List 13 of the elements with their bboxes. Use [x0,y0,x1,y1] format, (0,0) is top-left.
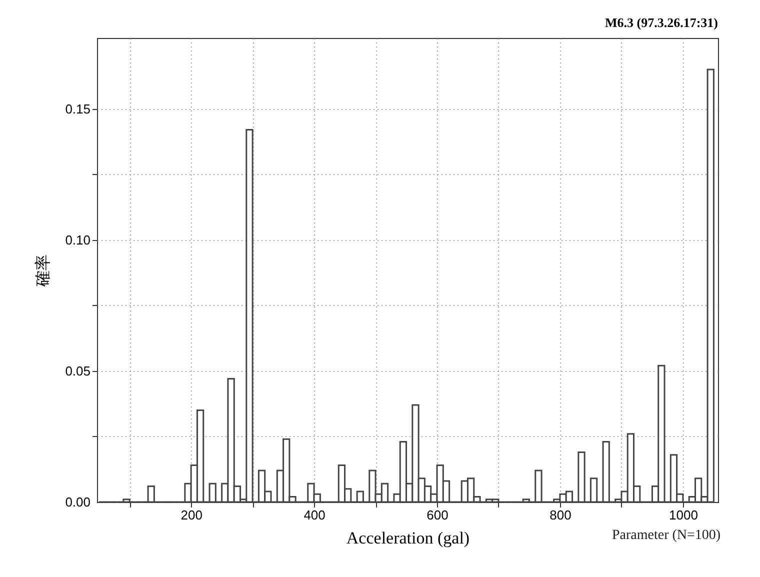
y-tick-label: 0.15 [65,101,90,116]
x-tick-label: 1000 [668,508,698,522]
x-tick-label: 800 [550,508,572,522]
x-tick-label: 600 [426,508,448,522]
x-axis-title: Acceleration (gal) [346,528,470,548]
y-tick-label: 0.05 [65,363,90,378]
y-tick-label: 0.00 [65,494,90,510]
x-tick-label: 200 [180,508,202,522]
y-axis-title: 確率 [33,254,52,288]
x-tick-label: 400 [304,508,326,522]
text: Parameter (N=100) [612,528,721,543]
y-tick-label: 0.10 [65,232,90,248]
chart-title: M6.3 (97.3.26.17:31) [604,15,718,30]
